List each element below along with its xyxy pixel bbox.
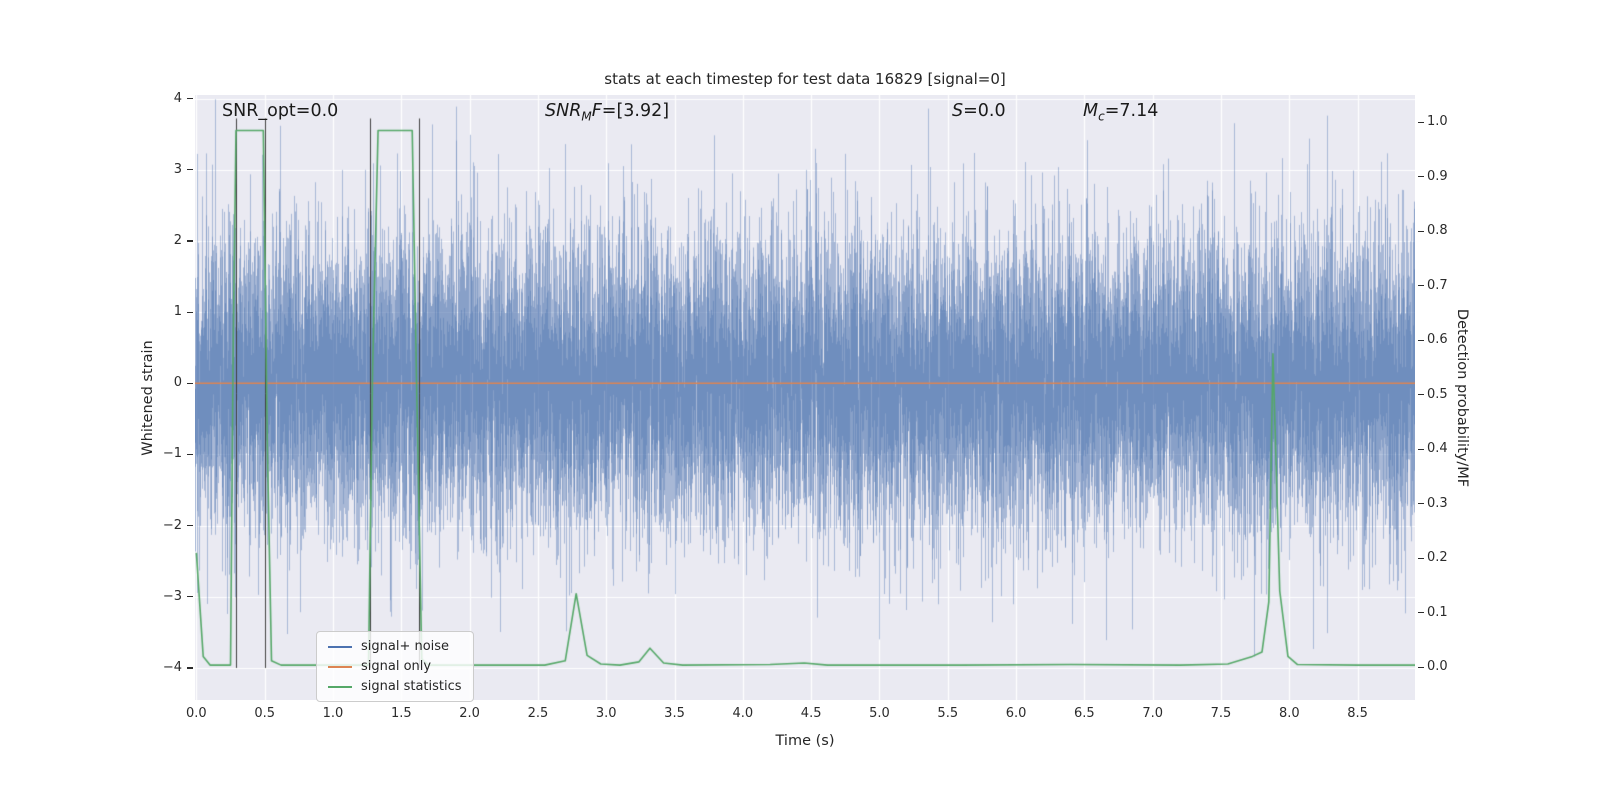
y-left-tick-label: 3 — [173, 161, 182, 177]
x-tick-label: 6.5 — [1074, 706, 1095, 721]
y-left-tick-label: −3 — [162, 588, 182, 604]
x-axis-label: Time (s) — [775, 733, 835, 749]
y-right-tick-mark — [1418, 230, 1424, 232]
annotation-snr-opt-text: SNR_opt=0.0 — [222, 101, 339, 121]
x-tick-label: 1.5 — [390, 706, 412, 721]
x-tick-label: 2.0 — [459, 706, 480, 721]
y-left-tick-label: −4 — [162, 659, 182, 675]
x-tick-label: 4.5 — [800, 706, 822, 721]
annotation-snr-mf-prefix: SNR — [545, 101, 582, 121]
y-left-tick-label: −1 — [162, 446, 182, 462]
y-right-tick-label: 0.4 — [1427, 441, 1448, 457]
x-tick-label: 7.5 — [1210, 706, 1232, 721]
legend-item-signal-statistics: signal statistics — [328, 679, 462, 694]
x-tick-label: 0.0 — [186, 706, 207, 721]
y-left-tick-label: 0 — [173, 375, 182, 391]
y-left-tick-mark — [187, 240, 193, 242]
y-axis-label-right: Detection probability/MF — [1454, 308, 1470, 488]
annotation-snr-mf-mid: F — [591, 101, 602, 121]
legend-swatch-signal-only-line-icon — [328, 665, 352, 668]
x-tick-label: 6.0 — [1005, 706, 1027, 721]
chart-legend: signal+ noise signal only signal statist… — [316, 631, 474, 702]
annotation-s-suffix: =0.0 — [963, 101, 1006, 121]
y-left-tick-mark — [187, 525, 193, 527]
y-right-tick-mark — [1418, 121, 1424, 123]
annotation-s-main: S — [952, 101, 964, 121]
annotation-s: S=0.0 — [952, 101, 1006, 121]
legend-item-signal-noise: signal+ noise — [328, 639, 462, 654]
y-right-tick-label: 0.8 — [1427, 223, 1448, 239]
x-tick-label: 2.5 — [527, 706, 549, 721]
y-right-tick-label: 0.7 — [1427, 277, 1448, 293]
x-tick-label: 5.5 — [937, 706, 959, 721]
y-right-tick-label: 0.1 — [1427, 604, 1448, 620]
y-left-tick-label: 4 — [173, 90, 182, 106]
x-tick-label: 8.0 — [1278, 706, 1300, 721]
y-right-tick-mark — [1418, 448, 1424, 450]
y-right-tick-label: 0.3 — [1427, 495, 1448, 511]
y-left-tick-label: 1 — [173, 304, 182, 320]
y-right-tick-mark — [1418, 339, 1424, 341]
y-left-tick-mark — [187, 169, 193, 171]
legend-label-signal-noise: signal+ noise — [361, 639, 450, 654]
y-right-tick-label: 0.0 — [1427, 659, 1448, 675]
x-tick-label: 5.0 — [869, 706, 890, 721]
y-right-tick-mark — [1418, 176, 1424, 178]
annotation-mc-main: M — [1083, 101, 1099, 121]
y-left-tick-mark — [187, 453, 193, 456]
annotation-snr-mf-suffix: =[3.92] — [601, 101, 670, 121]
y-left-tick-mark — [187, 596, 193, 598]
y-right-tick-mark — [1418, 666, 1424, 668]
y-left-tick-mark — [187, 382, 193, 384]
y-right-tick-label: 0.5 — [1427, 386, 1448, 402]
y-right-tick-label: 0.9 — [1427, 168, 1448, 184]
x-tick-label: 0.5 — [254, 706, 276, 721]
legend-item-signal-only: signal only — [328, 659, 462, 674]
y-left-tick-mark — [187, 311, 193, 313]
legend-label-signal-only: signal only — [361, 659, 432, 674]
x-tick-label: 3.0 — [595, 706, 617, 721]
y-axis-label-left: Whitened strain — [140, 340, 156, 456]
y-right-tick-mark — [1418, 394, 1424, 396]
y-right-tick-mark — [1418, 285, 1424, 287]
y-left-tick-label: −2 — [162, 517, 182, 533]
legend-swatch-signal-statistics-line-icon — [328, 685, 352, 688]
annotation-mc-sub: c — [1098, 109, 1105, 124]
x-tick-label: 7.0 — [1142, 706, 1164, 721]
x-tick-label: 4.0 — [732, 706, 754, 721]
annotation-snr-mf-sub: M — [581, 109, 592, 124]
annotation-mc: Mc=7.14 — [1083, 101, 1158, 124]
plot-area-canvas — [195, 95, 1415, 700]
y-right-tick-label: 1.0 — [1427, 114, 1448, 130]
annotation-snr-opt: SNR_opt=0.0 — [222, 101, 338, 121]
x-tick-label: 8.5 — [1347, 706, 1368, 721]
y-right-tick-label: 0.6 — [1427, 332, 1448, 348]
chart-title: stats at each timestep for test data 168… — [604, 70, 1006, 88]
y-right-tick-mark — [1418, 503, 1424, 505]
y-left-tick-mark — [187, 98, 193, 100]
x-tick-label: 3.5 — [664, 706, 685, 721]
y-right-tick-mark — [1418, 557, 1424, 559]
y-right-tick-mark — [1418, 612, 1424, 614]
legend-swatch-signal-noise-line-icon — [328, 645, 352, 648]
legend-label-signal-statistics: signal statistics — [361, 679, 462, 694]
y-left-tick-label: 2 — [173, 232, 182, 248]
y-right-tick-label: 0.2 — [1427, 550, 1448, 566]
annotation-snr-mf: SNRMF=[3.92] — [545, 101, 669, 124]
x-tick-label: 1.0 — [322, 706, 344, 721]
annotation-mc-suffix: =7.14 — [1104, 101, 1159, 121]
y-left-tick-mark — [187, 667, 193, 669]
